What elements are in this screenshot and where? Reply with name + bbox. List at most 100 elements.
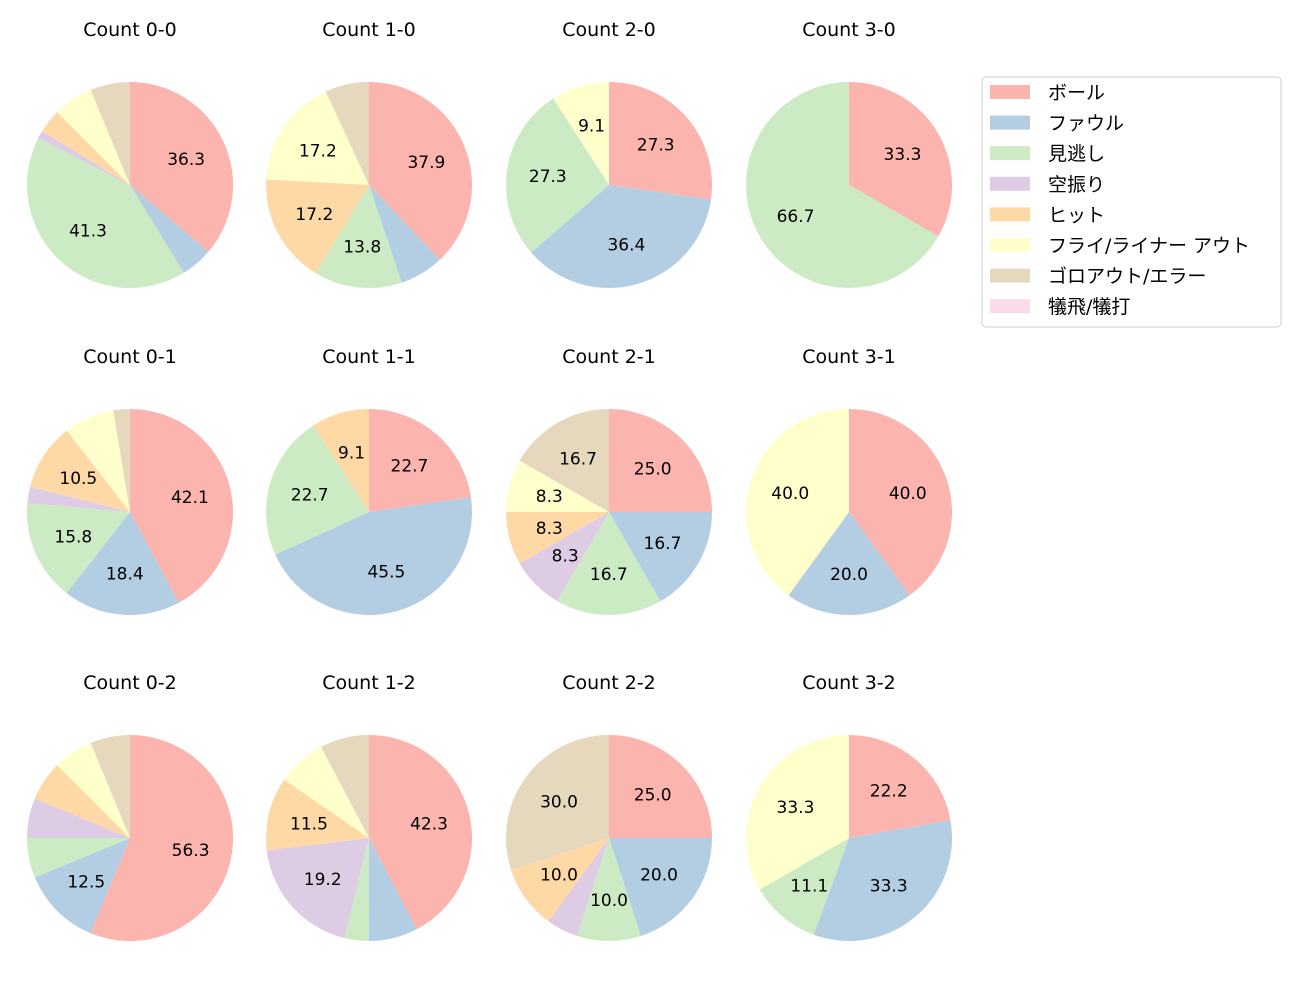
legend-label: フライ/ライナー アウト (1048, 235, 1250, 257)
legend-label: 見逃し (1048, 143, 1105, 165)
pie-slice (38, 131, 130, 185)
pie-slice (519, 512, 609, 601)
pie-slice (90, 735, 233, 942)
slice-label: 42.3 (410, 814, 448, 834)
pie-slice (90, 735, 130, 838)
pie-slice (849, 82, 953, 237)
slice-label: 11.1 (790, 876, 828, 896)
slice-label: 19.2 (304, 870, 342, 890)
pie-slice (27, 798, 130, 838)
pie-slice (548, 838, 609, 936)
slice-label: 10.0 (590, 891, 628, 911)
slice-label: 10.0 (540, 865, 578, 885)
pie-slice (849, 409, 953, 596)
slice-label: 36.3 (167, 150, 205, 170)
pie-title: Count 3-2 (802, 672, 896, 694)
pie-slice (506, 460, 609, 512)
slice-label: 13.8 (343, 237, 381, 257)
pie-slice (609, 838, 712, 936)
legend-swatch (990, 115, 1030, 130)
slice-label: 40.0 (889, 484, 927, 504)
pie-slice (788, 512, 910, 615)
slice-label: 22.7 (291, 486, 329, 506)
slice-label: 25.0 (634, 459, 672, 479)
slice-label: 15.8 (54, 528, 92, 548)
legend-swatch (990, 176, 1030, 191)
slice-label: 9.1 (338, 444, 365, 464)
pie-slice (30, 430, 131, 512)
slice-label: 42.1 (171, 488, 209, 508)
pie-slice (609, 82, 712, 200)
pie-slice (759, 838, 849, 935)
pie-slice (42, 112, 130, 185)
legend-label: 空振り (1048, 174, 1105, 196)
pie-slice (34, 765, 130, 838)
legend-box (981, 76, 1282, 328)
pie-slice (813, 820, 952, 941)
slice-label: 33.3 (884, 145, 922, 165)
slice-label: 10.5 (59, 469, 97, 489)
legend-swatch (990, 146, 1030, 161)
pie-slice (344, 838, 369, 941)
pie-slice (266, 179, 369, 274)
legend-swatch (990, 268, 1030, 283)
legend-swatch (990, 299, 1030, 314)
slice-label: 12.5 (67, 873, 105, 893)
pie-title: Count 1-0 (322, 19, 416, 41)
pie-slice (531, 185, 711, 289)
legend-label: ゴロアウト/エラー (1048, 266, 1206, 288)
slice-label: 8.3 (536, 519, 563, 539)
slice-label: 40.0 (771, 484, 809, 504)
pie-slice (130, 409, 233, 603)
legend-label: ボール (1048, 82, 1105, 104)
slice-label: 22.7 (391, 456, 429, 476)
slice-label: 20.0 (830, 565, 868, 585)
pie-slice (609, 512, 712, 602)
slice-label: 18.4 (106, 565, 144, 585)
legend-swatch (990, 207, 1030, 222)
slice-label: 16.7 (644, 534, 682, 554)
slice-label: 30.0 (540, 793, 578, 813)
slice-label: 33.3 (777, 798, 815, 818)
slice-label: 66.7 (777, 207, 815, 227)
pie-slice (745, 82, 939, 288)
slice-label: 8.3 (536, 487, 563, 507)
slice-label: 16.7 (559, 450, 597, 470)
slice-label: 17.2 (299, 141, 337, 161)
pie-slice (553, 82, 609, 185)
pie-slice (275, 497, 472, 615)
pie-slice (266, 838, 369, 938)
slice-label: 17.2 (295, 205, 333, 225)
pie-slice (27, 503, 130, 594)
pie-slice (90, 82, 130, 185)
slice-label: 45.5 (367, 562, 405, 582)
pie-slice (369, 185, 440, 283)
slice-label: 27.3 (637, 136, 675, 156)
pie-title: Count 2-2 (562, 672, 656, 694)
slice-label: 27.3 (529, 167, 567, 187)
pie-title: Count 0-2 (83, 672, 177, 694)
legend-swatch (990, 238, 1030, 252)
pie-slice (325, 82, 369, 185)
pie-slice (66, 410, 130, 512)
pie-slice (511, 838, 609, 922)
pie-title: Count 2-0 (562, 19, 656, 41)
pie-slice (266, 91, 369, 185)
slice-label: 11.5 (290, 814, 328, 834)
pie-slice (745, 735, 849, 890)
slice-label: 16.7 (590, 565, 628, 585)
pie-slice (369, 82, 473, 260)
pie-slice (66, 512, 179, 615)
pie-title: Count 1-2 (322, 672, 416, 694)
slice-label: 9.1 (578, 117, 605, 137)
pie-slice (577, 838, 641, 941)
pie-slice (321, 735, 369, 838)
slice-label: 8.3 (552, 547, 579, 567)
pie-slice (27, 138, 184, 288)
pie-slice (849, 735, 951, 838)
pie-slice (369, 409, 471, 512)
slice-label: 22.2 (870, 782, 908, 802)
slice-label: 37.9 (407, 153, 445, 173)
